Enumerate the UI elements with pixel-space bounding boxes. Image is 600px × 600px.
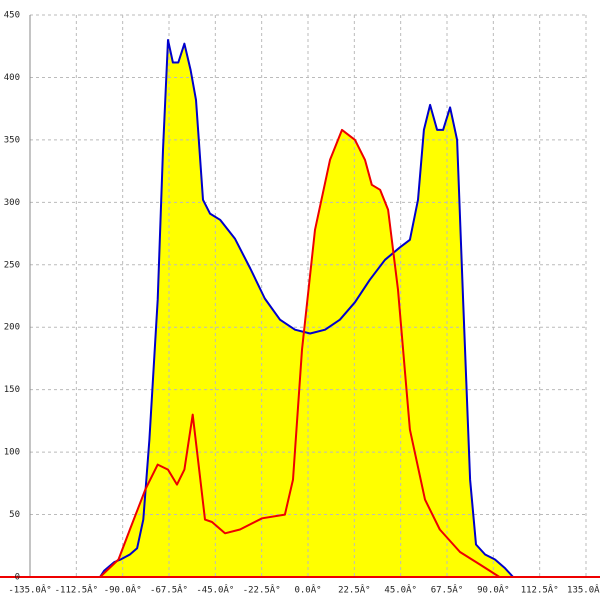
x-tick-label: 67.5Â°	[431, 584, 464, 596]
y-tick-label: 100	[4, 448, 20, 458]
y-tick-label: 250	[4, 260, 20, 270]
x-tick-label: 112.5Â°	[521, 584, 559, 596]
x-tick-label: -90.0Â°	[104, 584, 142, 596]
x-tick-label: -22.5Â°	[243, 584, 281, 596]
lines	[99, 39, 514, 578]
y-tick-label: 0	[15, 573, 20, 583]
line	[99, 128, 501, 578]
x-tick-label: -45.0Â°	[196, 584, 234, 596]
x-tick-label: 135.0Â°	[567, 584, 600, 596]
area	[100, 129, 500, 577]
x-tick-label: 0.0Â°	[294, 584, 321, 596]
y-tick-label: 300	[4, 198, 20, 208]
y-tick-label: 350	[4, 135, 20, 145]
x-tick-label: 45.0Â°	[384, 584, 417, 596]
y-tick-label: 200	[4, 323, 20, 333]
x-tick-label: -112.5Â°	[55, 584, 98, 596]
labels: 0 50 100 150 200 250 300 350 400 450 -135.0Â° -112.…	[4, 11, 600, 596]
axes	[0, 15, 600, 578]
x-tick-label: -67.5Â°	[150, 584, 188, 596]
y-tick-label: 50	[9, 510, 20, 520]
x-tick-label: 22.5Â°	[338, 584, 371, 596]
x-tick-label: 90.0Â°	[477, 584, 510, 596]
y-tick-label: 150	[4, 385, 20, 395]
x-tick-label: -135.0Â°	[8, 584, 51, 596]
area-fills	[100, 40, 514, 577]
y-tick-label: 400	[4, 73, 20, 83]
y-tick-label: 450	[4, 11, 20, 21]
line	[99, 39, 514, 578]
